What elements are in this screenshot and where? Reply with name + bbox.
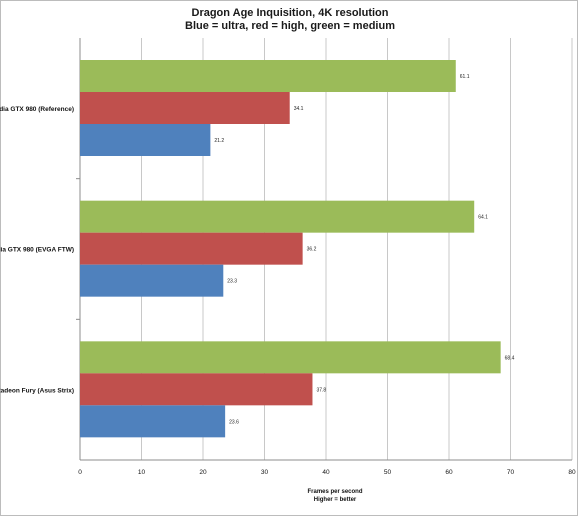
x-tick-label: 60 (445, 469, 453, 476)
x-tick-label: 80 (568, 469, 576, 476)
data-label: 21.2 (214, 138, 224, 144)
data-label: 36.2 (307, 247, 317, 253)
data-label: 64.1 (478, 215, 488, 221)
data-label: 23.3 (227, 279, 237, 285)
x-tick-label: 0 (78, 469, 82, 476)
data-label: 68.4 (505, 355, 515, 361)
x-tick-label: 10 (138, 469, 146, 476)
bar (80, 232, 303, 265)
x-axis-label-2: Higher = better (314, 497, 357, 503)
category-label: AMD Radeon Fury (Asus Strix) (0, 387, 74, 394)
data-label: 23.6 (229, 419, 239, 425)
bar (80, 60, 456, 92)
chart-subtitle: Blue = ultra, red = high, green = medium (185, 20, 395, 32)
bars (80, 60, 501, 438)
bar (80, 373, 313, 406)
data-labels: 61.1 34.1 21.2 64.1 36.2 23.3 68.4 37.8 23.6 (214, 74, 514, 425)
x-axis-label: Frames per second (307, 489, 362, 495)
category-label: Nvidia GTX 980 (EVGA FTW) (0, 247, 74, 254)
bar (80, 341, 501, 374)
bar (80, 405, 226, 438)
x-tick-label: 20 (199, 469, 207, 476)
category-label: Nvidia GTX 980 (Reference) (0, 106, 74, 113)
data-label: 34.1 (294, 106, 304, 112)
x-tick-label: 50 (384, 469, 392, 476)
chart-title: Dragon Age Inquisition, 4K resolution (191, 7, 389, 19)
bar (80, 264, 224, 297)
bar (80, 200, 475, 233)
bar (80, 92, 290, 124)
x-tick-label: 30 (261, 469, 269, 476)
bar (80, 124, 211, 156)
x-tick-labels: 0 10 20 30 40 50 60 70 80 (78, 469, 576, 476)
data-label: 37.8 (316, 387, 326, 393)
category-labels: Nvidia GTX 980 (Reference) Nvidia GTX 980… (0, 106, 74, 394)
x-tick-label: 70 (507, 469, 515, 476)
x-tick-label: 40 (322, 469, 330, 476)
data-label: 61.1 (460, 74, 470, 80)
